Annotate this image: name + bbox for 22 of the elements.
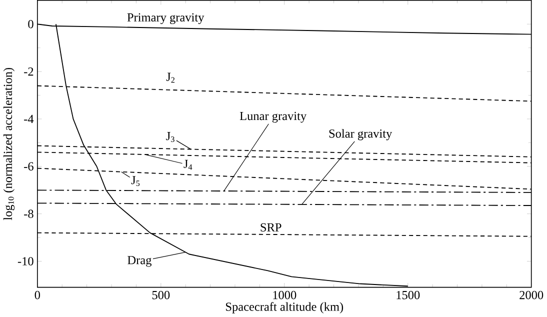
x-tick-label: 0 (34, 291, 40, 300)
y-tick-label: -6 (24, 162, 34, 171)
y-tick-label: -4 (24, 115, 34, 124)
y-tick-label: -8 (24, 210, 34, 218)
annotation: J$_{4}$ (184, 160, 192, 170)
annotation: Lunar gravity (240, 112, 307, 123)
annotation: J$_{2}$ (166, 72, 174, 83)
annotation: Solar gravity (329, 129, 392, 140)
annotation: J$_{5}$ (131, 176, 140, 186)
annotation: Drag (128, 256, 152, 267)
y-tick-label: -10 (18, 257, 34, 266)
x-tick-label: 1000 (273, 291, 296, 300)
x-axis-title: Spacecraft altitude (km) (226, 302, 344, 314)
annotation: J$_{3}$ (166, 132, 174, 142)
annotation: Primary gravity (127, 13, 204, 24)
annotation: SRP (260, 223, 282, 232)
y-axis-title: log$_{10}$ (normalized acceleration) (3, 68, 15, 220)
y-tick-label: 0 (28, 20, 34, 28)
x-tick-label: 500 (152, 291, 170, 300)
x-tick-label: 1500 (396, 291, 420, 300)
x-tick-label: 2000 (520, 291, 544, 300)
y-tick-label: -2 (24, 68, 34, 76)
